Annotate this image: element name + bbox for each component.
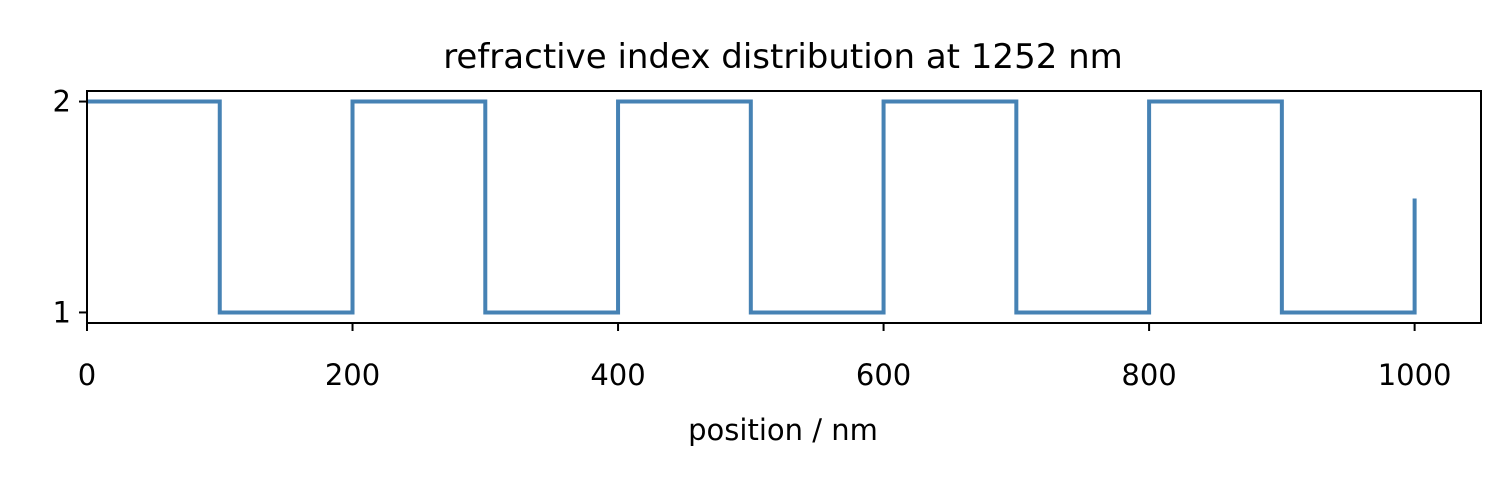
x-tick-label: 0 (78, 358, 96, 392)
x-tick-label: 200 (325, 358, 380, 392)
x-tick-label: 1000 (1378, 358, 1452, 392)
x-tick-label: 400 (590, 358, 645, 392)
x-tick-label: 800 (1121, 358, 1176, 392)
y-tick-label: 2 (53, 85, 71, 119)
y-axis-ticks: 12 (53, 85, 87, 329)
x-tick-label: 600 (856, 358, 911, 392)
y-tick-label: 1 (53, 295, 71, 329)
x-axis-label: position / nm (688, 413, 878, 447)
plot-frame (86, 90, 1482, 324)
series-line-0 (87, 99, 1417, 315)
x-axis-ticks: 0 200 400 600 800 1000 (78, 323, 1452, 392)
chart-title: refractive index distribution at 1252 nm (443, 37, 1123, 77)
series-layer (87, 99, 1417, 315)
